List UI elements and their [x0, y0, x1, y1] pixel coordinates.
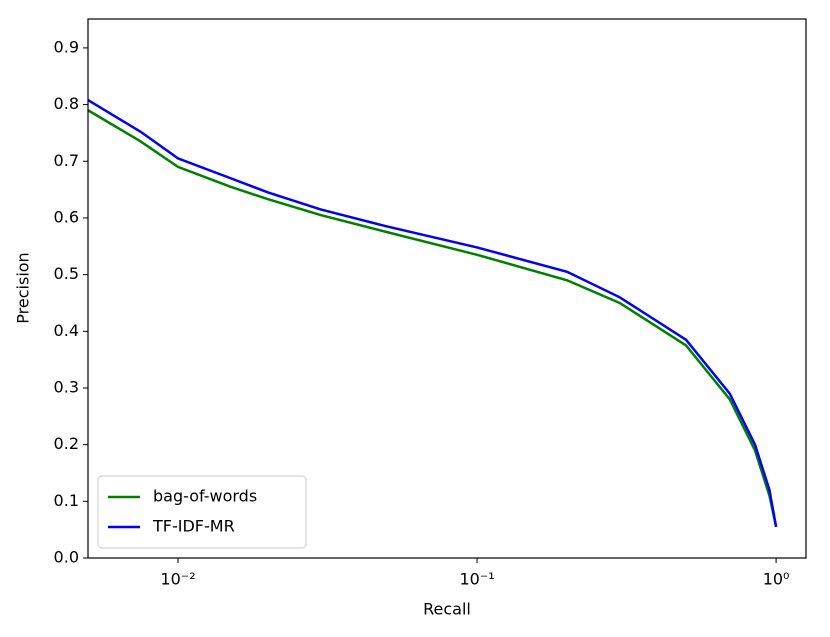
- x-tick-label: 10⁰: [763, 570, 790, 589]
- y-tick-label: 0.4: [54, 321, 79, 340]
- y-tick-label: 0.5: [54, 264, 79, 283]
- y-tick-label: 0.6: [54, 207, 79, 226]
- x-axis-label: Recall: [423, 600, 471, 619]
- y-tick-label: 0.7: [54, 151, 79, 170]
- y-tick-label: 0.1: [54, 491, 79, 510]
- y-tick-label: 0.9: [54, 37, 79, 56]
- y-axis-label: Precision: [14, 252, 33, 323]
- y-tick-label: 0.3: [54, 377, 79, 396]
- legend-box: [97, 475, 307, 549]
- y-tick-label: 0.2: [54, 434, 79, 453]
- legend-label: TF-IDF-MR: [152, 517, 235, 536]
- series-line: [88, 109, 778, 528]
- y-tick-label: 0.0: [54, 548, 79, 567]
- x-tick-label: 10⁻¹: [459, 570, 494, 589]
- x-tick-label: 10⁻²: [160, 570, 195, 589]
- y-tick-label: 0.8: [54, 94, 79, 113]
- legend-label: bag-of-words: [153, 487, 257, 506]
- plot-frame: [87, 18, 807, 559]
- series-line: [88, 98, 778, 528]
